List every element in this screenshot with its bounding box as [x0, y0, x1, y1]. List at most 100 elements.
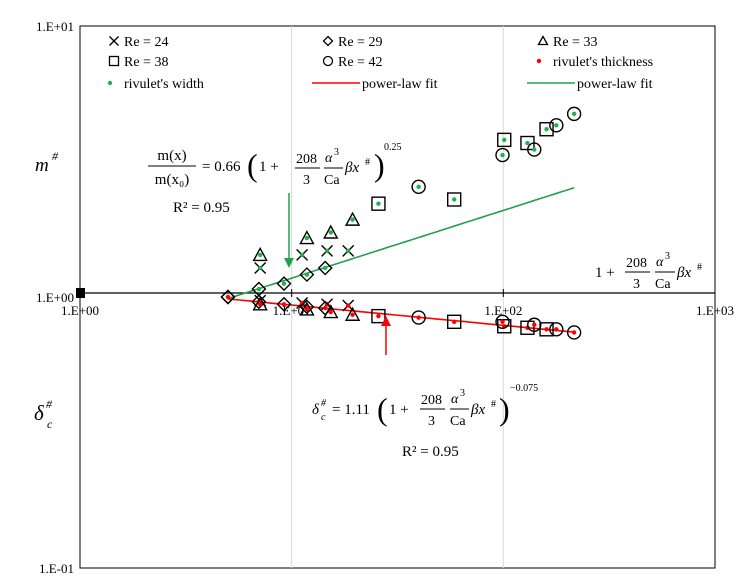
- diamond-marker: [317, 260, 333, 276]
- square-marker: [539, 322, 554, 337]
- legend-x-swatch: [109, 36, 119, 46]
- circle-marker: [549, 322, 564, 337]
- y-label-upper: m #: [35, 149, 59, 176]
- circle-marker: [495, 147, 510, 163]
- svg-text:R² = 0.95: R² = 0.95: [402, 444, 459, 460]
- svg-text:3: 3: [428, 414, 435, 429]
- lower-arrowhead: [381, 316, 391, 326]
- circle-marker: [566, 106, 582, 122]
- square-marker: [447, 192, 462, 207]
- svg-text:Ca: Ca: [450, 414, 466, 429]
- legend-circle-swatch: [322, 55, 334, 67]
- x-axis-label: 1 + 208 3 α 3 Ca βx #: [595, 251, 702, 292]
- svg-text:δ: δ: [312, 402, 320, 418]
- triangle-marker: [323, 304, 339, 319]
- square-marker: [371, 196, 386, 211]
- circle-marker: [549, 118, 564, 133]
- legend-item: power-law fit: [527, 77, 653, 92]
- svg-text:1 +: 1 +: [389, 402, 409, 418]
- svg-text:R² = 0.95: R² = 0.95: [173, 200, 230, 216]
- svg-text:α: α: [451, 392, 459, 407]
- width-point: [299, 252, 305, 258]
- thickness-point: [376, 313, 381, 319]
- width-point: [322, 265, 328, 271]
- triangle-marker: [344, 306, 361, 321]
- x-tick-label: 1.E+00: [61, 303, 99, 318]
- circle-marker: [566, 325, 582, 340]
- triangle-marker: [299, 230, 315, 245]
- legend-label: power-law fit: [362, 77, 438, 92]
- width-point: [328, 230, 333, 235]
- svg-text:#: #: [491, 399, 496, 410]
- svg-text:m(x₀): m(x₀): [155, 172, 189, 188]
- svg-text:−0.075: −0.075: [510, 383, 538, 394]
- x-axis: 1.E+00 1.E+01 1.E+02 1.E+03: [61, 289, 734, 318]
- width-point: [257, 252, 263, 258]
- svg-text:α: α: [325, 151, 333, 166]
- svg-text:#: #: [46, 397, 53, 411]
- width-point: [544, 127, 549, 132]
- legend-label: Re = 38: [124, 55, 168, 70]
- legend-label: power-law fit: [577, 77, 653, 92]
- data-markers: [220, 106, 582, 340]
- legend-item: Re = 42: [322, 55, 382, 70]
- thickness-point: [544, 327, 549, 332]
- svg-text:m: m: [35, 155, 49, 176]
- svg-text:βx: βx: [470, 402, 485, 418]
- fit-line-width: [227, 186, 575, 300]
- width-point: [256, 286, 262, 292]
- square-marker: [371, 308, 386, 324]
- thickness-point: [532, 322, 537, 327]
- circle-marker: [527, 142, 542, 157]
- y-tick-label: 1.E+01: [36, 19, 74, 34]
- diamond-marker: [299, 299, 315, 315]
- width-point: [554, 123, 559, 128]
- width-point: [350, 217, 355, 222]
- thickness-point: [328, 309, 333, 315]
- thickness-point: [416, 315, 421, 320]
- legend-item: power-law fit: [312, 77, 438, 92]
- width-point: [532, 147, 537, 152]
- legend-diamond-swatch: [322, 35, 334, 47]
- y-axis-ticks: 1.E-01 1.E+00 1.E+01: [36, 19, 85, 576]
- y-tick-label: 1.E-01: [39, 561, 74, 576]
- svg-text:(: (: [377, 391, 388, 427]
- width-point: [324, 248, 330, 254]
- svg-text:= 1.11: = 1.11: [332, 402, 370, 418]
- circle-marker: [495, 314, 510, 330]
- diamond-marker: [276, 276, 292, 292]
- triangle-marker: [299, 301, 315, 316]
- thickness-point: [350, 312, 355, 317]
- svg-text:βx: βx: [344, 160, 359, 176]
- legend-label: Re = 42: [338, 55, 382, 70]
- circle-marker: [411, 179, 426, 195]
- legend-item: rivulet's width: [107, 77, 204, 92]
- width-point: [571, 111, 577, 117]
- thickness-point: [281, 302, 287, 307]
- svg-text:3: 3: [633, 277, 640, 292]
- width-point: [500, 152, 505, 158]
- width-point: [452, 197, 457, 202]
- width-point: [346, 248, 351, 254]
- svg-text:#: #: [52, 149, 59, 163]
- legend-dot-swatch: [536, 58, 542, 64]
- gridlines: [291, 26, 504, 568]
- triangle-marker: [252, 246, 268, 262]
- triangle-marker: [323, 224, 339, 239]
- thickness-point: [257, 302, 263, 307]
- svg-text:1 +: 1 +: [259, 159, 279, 175]
- thickness-point: [571, 330, 577, 335]
- thickness-point: [322, 305, 328, 311]
- legend-label: Re = 29: [338, 35, 382, 50]
- svg-text:208: 208: [296, 152, 317, 167]
- svg-text:1 +: 1 +: [595, 265, 615, 281]
- diamond-marker: [251, 294, 267, 310]
- svg-text:#: #: [697, 262, 702, 273]
- legend-item: rivulet's thickness: [536, 55, 653, 70]
- square-marker: [539, 122, 554, 137]
- width-point: [304, 272, 310, 277]
- svg-text:3: 3: [665, 251, 670, 262]
- width-point: [525, 140, 530, 146]
- y-tick-label: 1.E+00: [36, 290, 74, 305]
